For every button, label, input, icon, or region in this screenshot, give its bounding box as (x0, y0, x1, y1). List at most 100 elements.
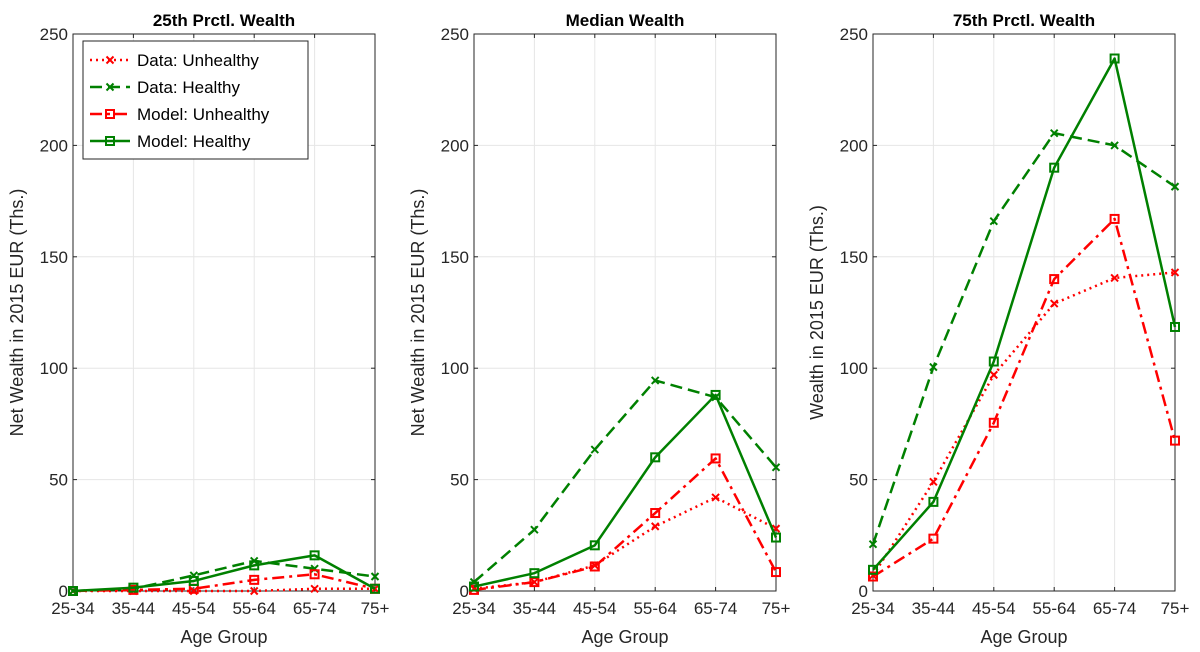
series-model-healthy (868, 53, 1180, 575)
x-tick-label: 25-34 (851, 599, 894, 618)
data-point (929, 477, 938, 487)
y-tick-label: 100 (40, 359, 68, 378)
y-tick-label: 50 (49, 471, 68, 490)
y-tick-label: 100 (840, 359, 868, 378)
series-line (871, 271, 1176, 577)
y-tick-label: 150 (840, 248, 868, 267)
data-point (1109, 53, 1120, 64)
data-point (188, 575, 199, 586)
data-point (710, 389, 721, 400)
x-axis-title: Age Group (180, 627, 267, 647)
plot-area-frame (872, 33, 1176, 592)
y-axis-title: Net Wealth in 2015 EUR (Ths.) (408, 189, 428, 437)
data-point-stroke-b (249, 586, 259, 596)
data-point-stroke-b (1110, 141, 1119, 150)
series-model-healthy (68, 550, 380, 596)
data-point (590, 445, 600, 454)
data-point (1110, 141, 1119, 150)
data-point (309, 569, 320, 580)
y-tick-label: 150 (441, 248, 469, 267)
panel-title: 25th Prctl. Wealth (153, 11, 295, 30)
data-point-stroke-b (771, 463, 781, 472)
data-point (928, 533, 939, 544)
series-data-healthy (469, 376, 781, 587)
series-line (73, 587, 375, 593)
tick-marks (473, 33, 777, 592)
data-point-stroke-b (929, 362, 938, 372)
data-point (771, 567, 781, 578)
x-tick-label: 25-34 (452, 599, 495, 618)
y-tick-label: 150 (40, 248, 68, 267)
data-point (711, 493, 720, 502)
y-tick-label: 0 (460, 582, 469, 601)
series-model-healthy (469, 389, 781, 592)
data-point-stroke-b (530, 525, 539, 534)
x-tick-label: 75+ (1161, 599, 1190, 618)
x-tick-label: 55-64 (1032, 599, 1075, 618)
panel-median-wealth: 25-34 35-44 45-54 55-64 65-74 75+ 0 50 100 150 200… (408, 11, 790, 647)
data-point (771, 532, 781, 543)
legend-label: Data: Unhealthy (137, 51, 259, 70)
data-point (310, 584, 319, 593)
data-point (650, 508, 661, 519)
legend-marker-stroke-b (105, 82, 115, 92)
x-tick-label: 45-54 (972, 599, 1015, 618)
data-point (988, 356, 999, 367)
data-point-stroke-b (1170, 182, 1180, 191)
series-model-unhealthy (469, 453, 781, 595)
legend-marker (105, 82, 115, 92)
legend-entry: Data: Healthy (90, 78, 240, 97)
data-point (469, 581, 479, 592)
data-point (68, 586, 78, 596)
y-tick-label: 200 (441, 136, 469, 155)
series-line (72, 573, 376, 593)
series-line (473, 379, 777, 584)
data-point-stroke-b (650, 376, 660, 385)
data-point (650, 522, 660, 531)
data-point (868, 564, 878, 575)
legend: Data: Unhealthy Data: Healthy Model: Unhea… (82, 40, 309, 160)
x-tick-label: 45-54 (573, 599, 616, 618)
x-tick-label: 75+ (361, 599, 390, 618)
legend-marker (105, 109, 115, 119)
data-point-stroke-b (1170, 268, 1180, 277)
data-point (650, 452, 661, 463)
data-point-stroke-b (989, 216, 999, 226)
x-tick-label: 65-74 (694, 599, 737, 618)
data-point (1170, 321, 1180, 332)
legend-label: Model: Unhealthy (137, 105, 270, 124)
y-tick-label: 100 (441, 359, 469, 378)
y-tick-label: 200 (840, 136, 868, 155)
y-tick-label: 50 (450, 471, 469, 490)
data-point (249, 560, 260, 571)
series-line (72, 554, 376, 593)
data-point-stroke-b (989, 370, 999, 380)
x-tick-label: 65-74 (1093, 599, 1136, 618)
data-point (128, 582, 139, 593)
data-point (989, 216, 999, 226)
y-tick-label: 250 (441, 25, 469, 44)
data-point-stroke-b (1049, 128, 1059, 138)
data-point (249, 574, 260, 585)
data-point (1109, 213, 1120, 224)
x-axis-title: Age Group (980, 627, 1067, 647)
y-tick-label: 250 (840, 25, 868, 44)
series-line (872, 57, 1177, 571)
legend-label: Model: Healthy (137, 132, 251, 151)
data-point (309, 550, 320, 561)
panel-75th-percentile-wealth: 25-34 35-44 45-54 55-64 65-74 75+ 0 50 100 150 200… (807, 11, 1189, 647)
series-line (72, 559, 376, 593)
x-axis-title: Age Group (581, 627, 668, 647)
panel-title: Median Wealth (566, 11, 685, 30)
y-tick-label: 0 (59, 582, 68, 601)
data-point (929, 362, 938, 372)
data-point-stroke-b (929, 477, 938, 487)
data-point-stroke-b (650, 522, 660, 531)
legend-marker (105, 55, 115, 65)
data-point (370, 572, 380, 581)
data-point (1170, 435, 1180, 446)
data-point (1110, 273, 1119, 283)
legend-marker (105, 136, 115, 146)
plot-area-frame (473, 33, 777, 592)
data-point (1049, 162, 1060, 173)
